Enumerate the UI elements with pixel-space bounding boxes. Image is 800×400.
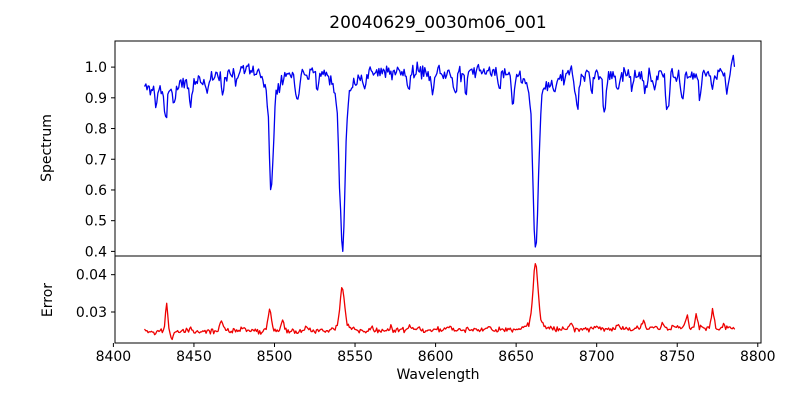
y-tick-label: 0.03 (76, 305, 107, 321)
x-tick-label: 8500 (257, 349, 293, 365)
x-tick-label: 8450 (176, 349, 212, 365)
x-tick-label: 8650 (498, 349, 534, 365)
x-tick-label: 8550 (337, 349, 373, 365)
chart-title: 20040629_0030m06_001 (329, 13, 547, 33)
x-tick-label: 8400 (96, 349, 132, 365)
x-axis-label: Wavelength (396, 367, 480, 383)
x-tick-label: 8700 (579, 349, 615, 365)
y-tick-label: 1.0 (85, 60, 107, 76)
y-tick-label: 0.7 (85, 152, 107, 168)
y-tick-label: 0.6 (85, 183, 107, 199)
y-tick-label: 0.4 (85, 244, 107, 260)
x-tick-label: 8600 (418, 349, 454, 365)
y-tick-label: 0.8 (85, 122, 107, 138)
panel-border-error (114, 255, 762, 344)
error-line (144, 263, 736, 341)
y-tick-label: 0.5 (85, 214, 107, 230)
x-tick-label: 8800 (740, 349, 776, 365)
y-tick-label: 0.04 (76, 268, 107, 284)
y-tick-label: 0.9 (85, 91, 107, 107)
spectrum-line (144, 54, 736, 253)
x-tick-label: 8750 (659, 349, 695, 365)
